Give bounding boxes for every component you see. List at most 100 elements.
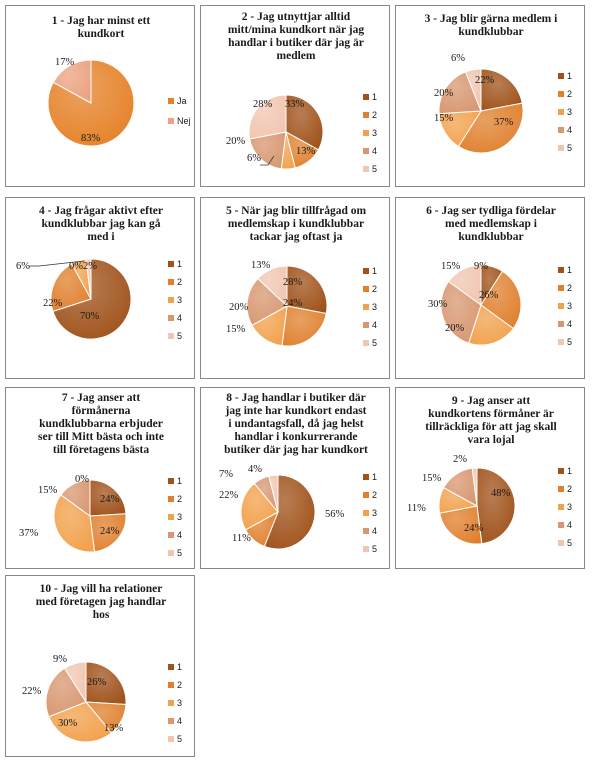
slice-label: 6% [247, 153, 261, 164]
chart-title: 2 - Jag utnyttjar alltid mitt/mina kundko… [228, 11, 364, 62]
legend-label: 1 [372, 472, 377, 482]
legend-label: 2 [177, 277, 182, 287]
legend-swatch [363, 112, 369, 118]
chart-title-line: kundklubbar [458, 26, 523, 38]
chart-panel-5: 5 - När jag blir tillfrågad om medlemskap… [200, 197, 390, 379]
legend-swatch [168, 297, 174, 303]
legend-label: 5 [372, 338, 377, 348]
pie-chart-6: 6 - Jag ser tydliga fördelar med medlemsk… [426, 205, 572, 347]
legend-swatch [558, 109, 564, 115]
chart-title-line: kundklubbarna erbjuder [39, 418, 163, 430]
legend-swatch [363, 340, 369, 346]
chart-title-line: med i [87, 231, 115, 243]
slice-label: 26% [479, 290, 499, 301]
pie-slice-5 [63, 661, 87, 704]
pie-slice-1 [263, 474, 316, 550]
slice-label: 11% [407, 503, 426, 514]
legend-swatch [558, 321, 564, 327]
legend-label: 3 [372, 128, 377, 138]
legend-swatch [168, 718, 174, 724]
legend-swatch [363, 474, 369, 480]
legend-label: 5 [567, 337, 572, 347]
legend-swatch [168, 315, 174, 321]
legend-label: 3 [177, 698, 182, 708]
slice-label: 2% [83, 261, 97, 272]
slice-label: 30% [428, 299, 448, 310]
slice-label: 26% [87, 677, 107, 688]
chart-title: 10 - Jag vill ha relationer med företagen… [36, 583, 166, 621]
chart-title-line: kundklubbar [458, 231, 523, 243]
chart-panel-1: 1 - Jag har minst ett kundkort 83% 17% Ja Nej [5, 5, 195, 187]
legend-label: 2 [567, 89, 572, 99]
chart-title: 4 - Jag frågar aktivt efter kundklubbar j… [39, 205, 163, 243]
chart-title: 1 - Jag har minst ett kundkort [52, 15, 151, 40]
slice-label: 13% [251, 260, 271, 271]
slice-label: 2% [453, 454, 467, 465]
pie-slice-3 [468, 304, 515, 346]
legend-label: 1 [177, 476, 182, 486]
pie-slice-5 [447, 264, 482, 306]
pie-slice-1 [89, 479, 127, 517]
legend-swatch [363, 546, 369, 552]
chart-panel-8: 8 - Jag handlar i butiker där jag inte ha… [200, 387, 390, 569]
pie-slice-4 [249, 131, 287, 170]
legend-label: 2 [372, 490, 377, 500]
slice-label: 17% [55, 57, 75, 68]
pie-slice-1 [285, 94, 324, 151]
legend-label: 1 [177, 662, 182, 672]
legend-label: 4 [177, 313, 182, 323]
legend-label: 4 [372, 146, 377, 156]
legend-label: 2 [177, 494, 182, 504]
pie-slice-2 [480, 270, 522, 330]
legend-swatch [558, 486, 564, 492]
slice-label: 56% [325, 509, 345, 520]
legend-swatch [168, 261, 174, 267]
chart-panel-2: 2 - Jag utnyttjar alltid mitt/mina kundko… [200, 5, 390, 187]
slice-label: 6% [16, 261, 30, 272]
legend-label: 4 [567, 319, 572, 329]
pie-slice-3 [240, 482, 279, 531]
legend-swatch [558, 303, 564, 309]
pie-slice-1 [286, 265, 328, 315]
leader-line [29, 260, 85, 267]
legend-label: 4 [177, 716, 182, 726]
chart-panel-10: 10 - Jag vill ha relationer med företagen… [5, 575, 195, 757]
chart-title-line: ser till Mitt bästa och inte [38, 431, 164, 443]
pie-slice-1 [476, 467, 516, 545]
legend-label: 4 [177, 530, 182, 540]
slice-label: 24% [100, 494, 120, 505]
pie-slice-2 [457, 102, 524, 154]
pie-slice-5 [85, 258, 92, 300]
slice-label: 15% [226, 324, 246, 335]
legend-swatch [363, 268, 369, 274]
chart-title: 7 - Jag anser att förmånerna kundklubbarna… [38, 392, 164, 456]
legend-swatch [558, 127, 564, 133]
pie-chart-10: 10 - Jag vill ha relationer med företagen… [22, 583, 182, 744]
pie-chart-3: 3 - Jag blir gärna medlem i kundklubbar22… [425, 13, 572, 154]
legend-label: 5 [177, 734, 182, 744]
slice-label: 22% [219, 490, 239, 501]
legend-swatch [168, 279, 174, 285]
chart-title: 6 - Jag ser tydliga fördelar med medlemsk… [426, 205, 556, 243]
legend-label: 2 [372, 284, 377, 294]
legend-label: 5 [177, 331, 182, 341]
legend-label: 1 [567, 265, 572, 275]
pie-slice-4 [438, 71, 482, 115]
legend-swatch [168, 550, 174, 556]
legend-swatch [558, 540, 564, 546]
legend-label: 3 [567, 301, 572, 311]
chart-title-line: 1 - Jag har minst ett [52, 15, 151, 27]
legend-label: 5 [372, 164, 377, 174]
legend-label: 3 [372, 508, 377, 518]
legend-label: 1 [372, 266, 377, 276]
legend-swatch [168, 514, 174, 520]
legend-swatch [558, 145, 564, 151]
chart-title-line: tillräckliga för att jag skall [425, 421, 556, 433]
pie-slice-4 [60, 479, 91, 517]
legend-label: 3 [177, 295, 182, 305]
chart-title-line: 4 - Jag frågar aktivt efter [39, 205, 163, 217]
chart-title-line: 6 - Jag ser tydliga fördelar [426, 205, 556, 217]
legend-label: Nej [177, 116, 191, 126]
slice-label: 15% [38, 485, 58, 496]
chart-title-line: mitt/mina kundkort när jag [228, 24, 364, 36]
